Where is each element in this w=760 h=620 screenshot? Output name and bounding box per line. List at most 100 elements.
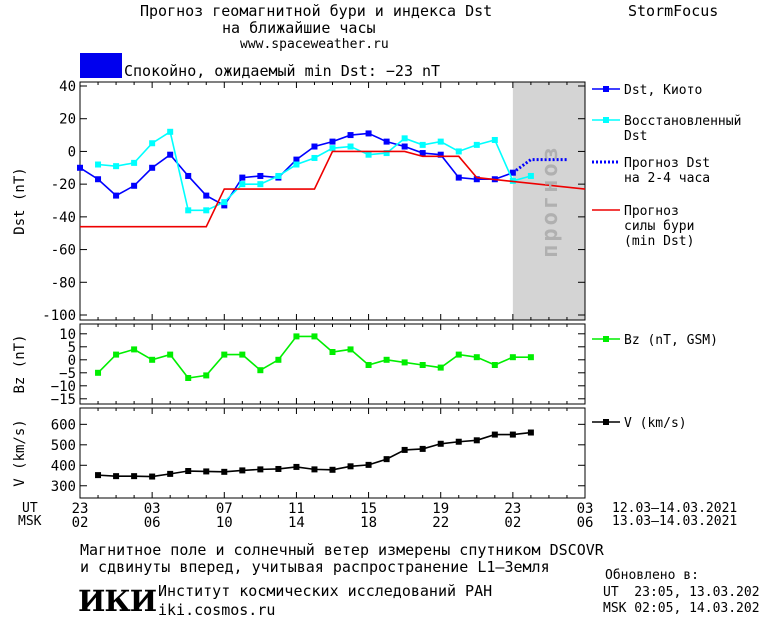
institute-site[interactable]: iki.cosmos.ru — [158, 601, 276, 619]
y-tick-label: -60 — [51, 243, 76, 259]
data-point-dst-1 — [383, 150, 390, 157]
x-axis-ut-label: UT — [22, 501, 38, 516]
y-tick-label: 40 — [59, 79, 76, 95]
chart-title-line2: на ближайшие часы — [222, 19, 376, 37]
iki-logo: ИКИ — [78, 584, 157, 618]
y-axis-label-bz: Bz (nT) — [12, 334, 28, 393]
data-point-v-0 — [239, 467, 246, 474]
data-point-dst-0 — [221, 202, 228, 209]
data-point-bz-0 — [473, 354, 480, 361]
data-point-v-0 — [509, 431, 516, 438]
data-point-dst-0 — [347, 132, 354, 139]
x-tick-label-msk: 22 — [432, 515, 449, 531]
y-tick-label: 400 — [51, 458, 76, 474]
x-axis-msk-label: MSK — [18, 514, 42, 529]
data-point-dst-1 — [365, 151, 372, 158]
legend-marker — [603, 117, 609, 123]
y-tick-label: 500 — [51, 438, 76, 454]
x-tick-label-ut: 03 — [577, 501, 594, 517]
y-tick-label: 20 — [59, 112, 76, 128]
y-tick-label: −15 — [51, 392, 76, 408]
y-axis-label-dst: Dst (nT) — [12, 167, 28, 234]
series-line-dst-2 — [511, 158, 567, 174]
data-point-dst-1 — [185, 207, 192, 214]
data-point-v-0 — [329, 466, 336, 473]
status-text: Спокойно, ожидаемый min Dst: −23 nT — [124, 62, 441, 80]
data-point-dst-0 — [311, 143, 318, 150]
data-point-v-0 — [149, 473, 156, 480]
data-point-bz-0 — [491, 362, 498, 368]
data-point-bz-0 — [329, 349, 336, 355]
data-point-dst-1 — [401, 135, 408, 142]
data-point-dst-1 — [473, 141, 480, 148]
data-point-dst-1 — [167, 128, 174, 135]
data-point-bz-0 — [347, 346, 354, 353]
x-tick-label-msk: 02 — [72, 515, 89, 531]
data-point-v-0 — [203, 468, 210, 475]
y-tick-label: 0 — [68, 144, 76, 160]
panel-frame-bz — [79, 323, 586, 405]
legend-label: V (km/s) — [624, 416, 687, 431]
updated-label: Обновлено в: — [605, 568, 699, 583]
data-point-bz-0 — [401, 359, 408, 366]
data-point-bz-0 — [383, 356, 390, 363]
data-point-dst-1 — [527, 172, 534, 179]
data-point-v-0 — [185, 468, 192, 475]
data-point-v-0 — [365, 461, 372, 468]
data-point-dst-0 — [437, 151, 444, 158]
data-point-dst-1 — [203, 207, 210, 214]
data-point-v-0 — [131, 473, 138, 480]
data-point-dst-1 — [419, 141, 426, 148]
data-point-bz-0 — [455, 351, 462, 358]
updated-ut: UT 23:05, 13.03.2021 — [603, 585, 760, 600]
legend-label: Восстановленный — [624, 114, 741, 129]
data-point-dst-0 — [95, 176, 102, 183]
data-point-dst-1 — [491, 136, 498, 143]
x-tick-label-msk: 14 — [288, 515, 305, 531]
data-point-dst-0 — [113, 192, 120, 199]
data-point-bz-0 — [275, 356, 282, 363]
series-line-dst-3 — [80, 150, 586, 228]
legend-marker — [603, 336, 609, 342]
data-point-dst-1 — [437, 138, 444, 145]
data-point-bz-0 — [365, 362, 372, 368]
legend-label: на 2-4 часа — [624, 171, 710, 186]
data-point-dst-1 — [311, 154, 318, 161]
data-point-bz-0 — [167, 351, 174, 358]
data-point-v-0 — [257, 466, 264, 473]
footnote-line2: и сдвинуты вперед, учитывая распростране… — [80, 558, 550, 576]
source-url[interactable]: www.spaceweather.ru — [240, 37, 389, 52]
legend-label: (min Dst) — [624, 234, 694, 249]
data-point-bz-0 — [437, 364, 444, 371]
data-point-dst-1 — [221, 199, 228, 206]
institute-name: Институт космических исследований РАН — [158, 582, 493, 600]
x-axis-msk-range: 13.03–14.03.2021 — [612, 514, 738, 529]
data-point-bz-0 — [257, 367, 264, 374]
x-tick-label-ut: 07 — [216, 501, 233, 517]
x-tick-label-msk: 06 — [144, 515, 161, 531]
data-point-bz-0 — [293, 333, 300, 340]
x-tick-label-ut: 23 — [72, 501, 89, 517]
y-tick-label: 10 — [59, 327, 76, 343]
data-point-dst-0 — [203, 192, 210, 199]
y-tick-label: -100 — [42, 308, 76, 324]
data-point-bz-0 — [527, 354, 534, 361]
legend-label: Dst, Киото — [624, 83, 702, 98]
data-point-dst-1 — [293, 161, 300, 168]
footnote-line1: Магнитное поле и солнечный ветер измерен… — [80, 541, 604, 559]
x-tick-label-ut: 11 — [288, 501, 305, 517]
x-tick-label-ut: 19 — [432, 501, 449, 517]
data-point-bz-0 — [239, 351, 246, 358]
data-point-bz-0 — [149, 356, 156, 363]
data-point-dst-1 — [455, 148, 462, 155]
y-tick-label: −5 — [59, 366, 76, 382]
data-point-dst-1 — [347, 143, 354, 150]
data-point-dst-0 — [383, 138, 390, 145]
data-point-v-0 — [473, 437, 480, 444]
data-point-bz-0 — [419, 362, 426, 368]
status-color-swatch — [80, 53, 122, 78]
y-tick-label: −10 — [51, 379, 76, 395]
y-tick-label: 600 — [51, 417, 76, 433]
data-point-dst-0 — [149, 164, 156, 171]
y-tick-label: -80 — [51, 275, 76, 291]
